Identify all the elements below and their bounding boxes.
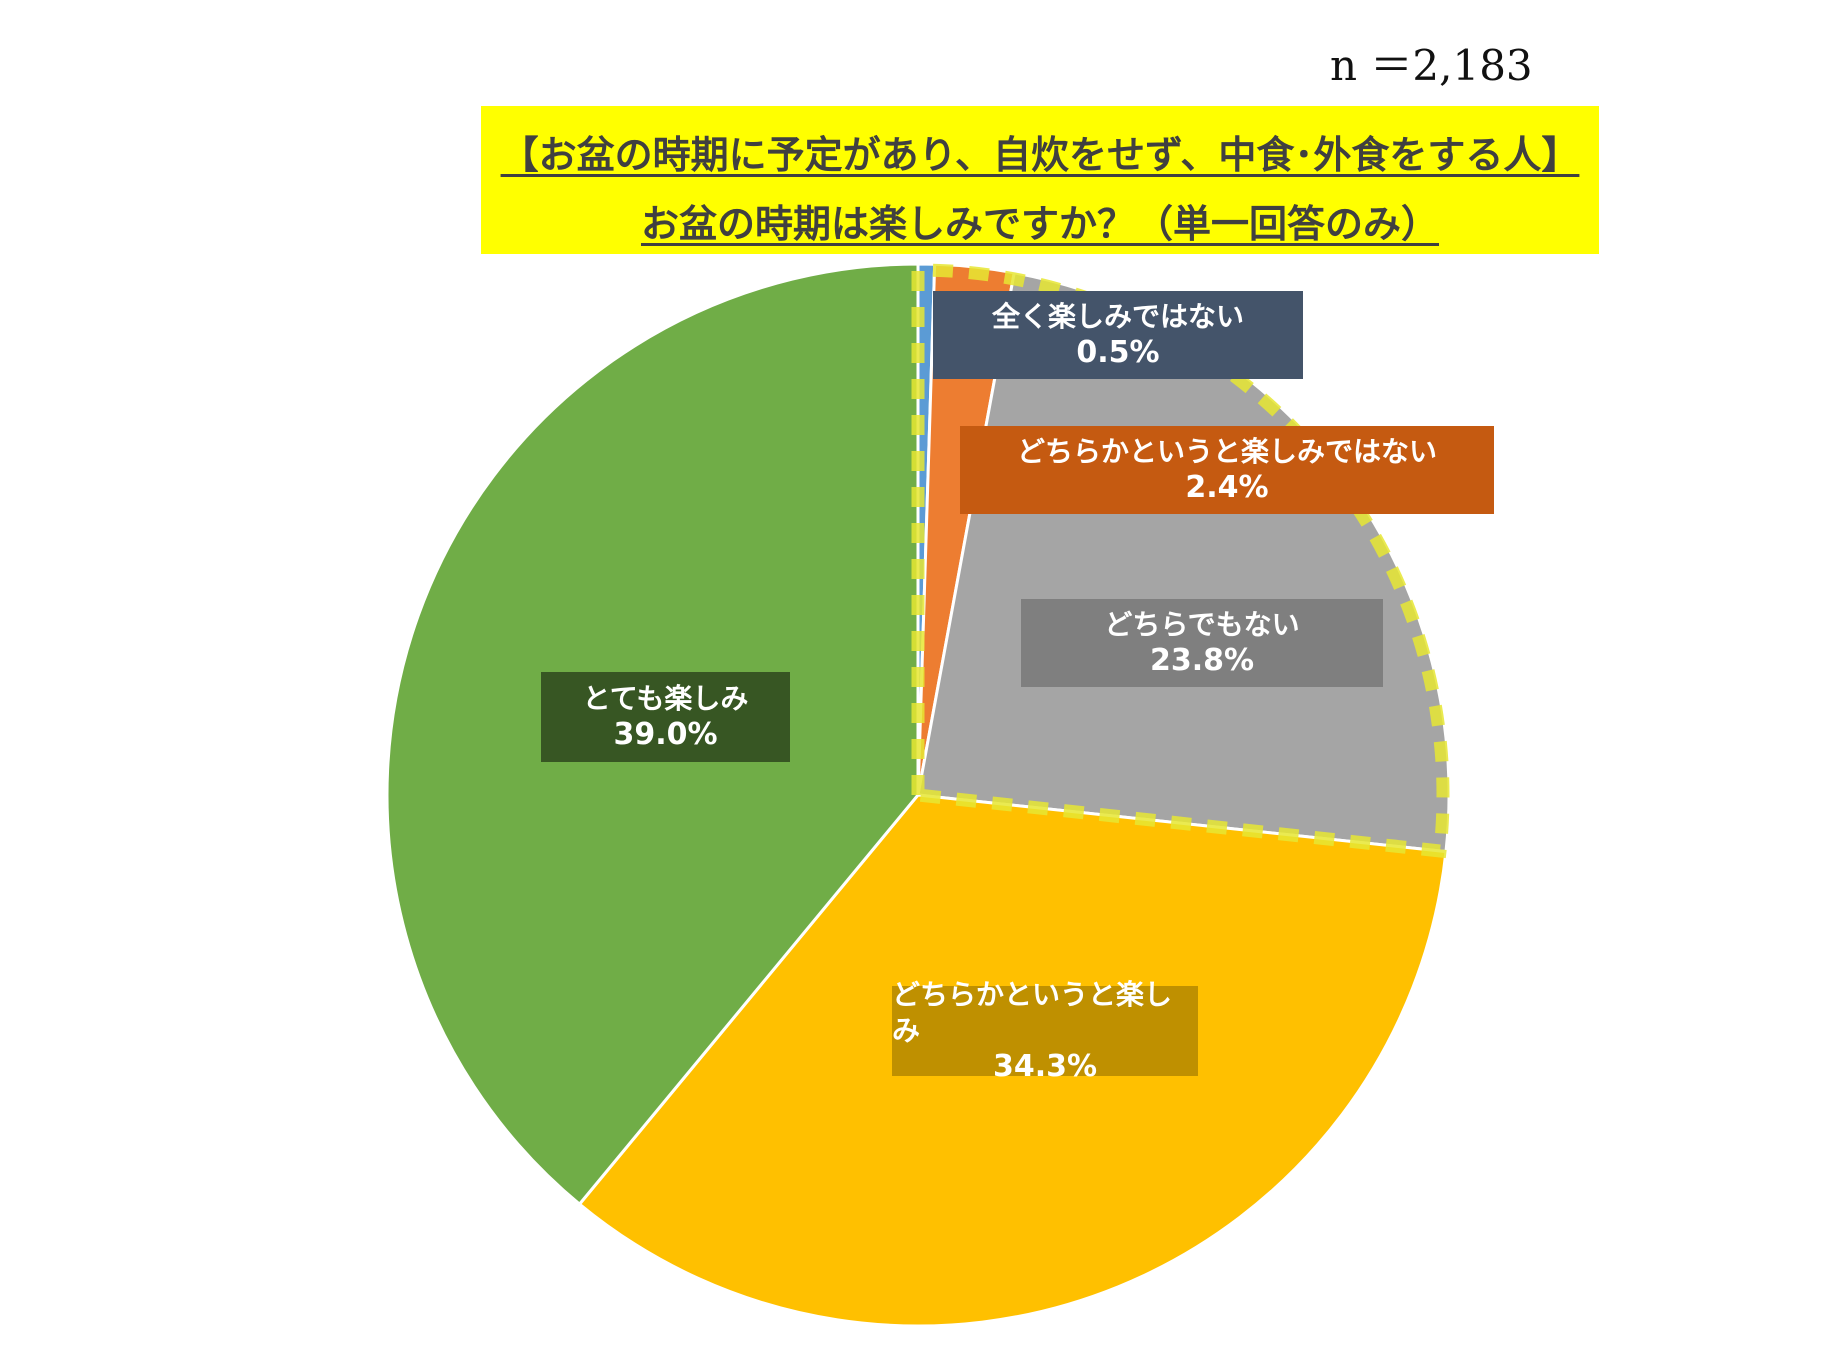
label-very-not-value: 0.5% (1076, 335, 1160, 370)
chart-title-line-2: お盆の時期は楽しみですか？（単一回答のみ） (640, 202, 1439, 246)
label-very-value: 39.0% (613, 717, 718, 752)
label-very-name: とても楽しみ (582, 682, 749, 715)
label-rather-name: どちらかというと楽しみ (892, 978, 1173, 1047)
label-neither: どちらでもない 23.8% (1021, 599, 1383, 687)
label-very-not-name: 全く楽しみではない (991, 300, 1244, 333)
label-neither-name: どちらでもない (1104, 608, 1300, 641)
label-neither-value: 23.8% (1149, 643, 1255, 678)
chart-title-line-1: 【お盆の時期に予定があり、自炊をせず、中食･外食をする人】 (500, 133, 1580, 177)
sample-size-label: n ＝2,183 (1330, 41, 1533, 90)
label-very: とても楽しみ 39.0% (541, 672, 790, 762)
label-rather-value: 34.3% (992, 1049, 1098, 1084)
label-rather-not: どちらかというと楽しみではない 2.4% (960, 426, 1494, 514)
label-rather-not-value: 2.4% (1185, 470, 1269, 505)
label-rather-not-name: どちらかというと楽しみではない (1016, 435, 1437, 468)
label-very-not: 全く楽しみではない 0.5% (933, 291, 1303, 379)
chart-title-box: 【お盆の時期に予定があり、自炊をせず、中食･外食をする人】 お盆の時期は楽しみで… (481, 106, 1599, 254)
label-rather: どちらかというと楽しみ 34.3% (892, 978, 1198, 1084)
